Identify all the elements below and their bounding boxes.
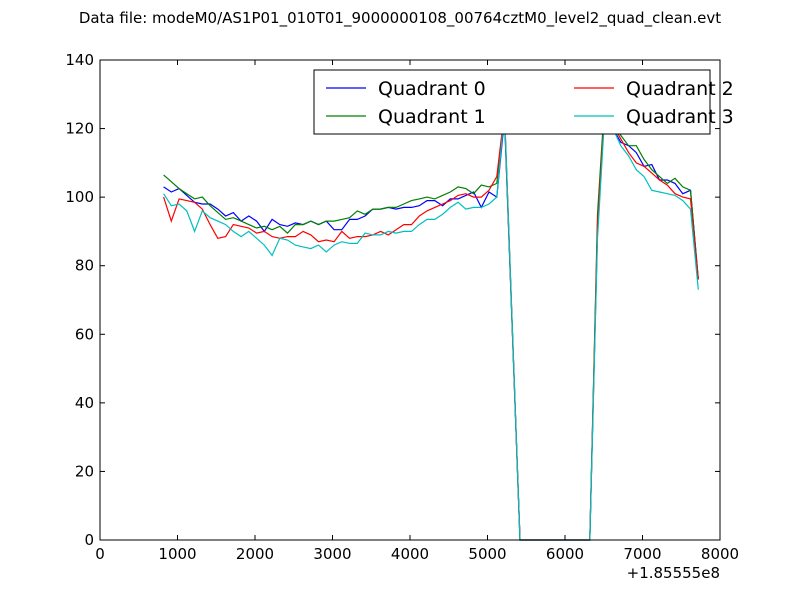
legend-label: Quadrant 1 <box>378 106 486 128</box>
y-tick-label: 0 <box>84 531 94 549</box>
legend: Quadrant 0 Quadrant 1 Quadrant 2 Quadrant 3 <box>313 69 734 135</box>
legend-label: Quadrant 3 <box>626 106 734 128</box>
x-tick-label: 7000 <box>623 545 661 563</box>
series-line-quadrant-3 <box>163 104 699 541</box>
y-tick-label: 20 <box>75 462 94 480</box>
y-tick-label: 120 <box>65 120 94 138</box>
series-line-quadrant-1 <box>163 90 699 541</box>
series-line-quadrant-2 <box>163 100 699 541</box>
x-tick-label: 1000 <box>158 545 196 563</box>
chart-title: Data file: modeM0/AS1P01_010T01_90000001… <box>79 9 721 28</box>
x-tick-label: 4000 <box>391 545 429 563</box>
x-tick-label: 3000 <box>313 545 351 563</box>
series-line-quadrant-0 <box>163 94 699 541</box>
y-tick-label: 40 <box>75 394 94 412</box>
legend-label: Quadrant 2 <box>626 78 734 100</box>
x-tick-label: 2000 <box>236 545 274 563</box>
x-tick-label: 5000 <box>468 545 506 563</box>
y-tick-label: 140 <box>65 51 94 69</box>
y-tick-label: 60 <box>75 325 94 343</box>
y-tick-label: 100 <box>65 188 94 206</box>
x-tick-label: 8000 <box>701 545 739 563</box>
x-tick-label: 6000 <box>546 545 584 563</box>
legend-box <box>313 69 711 135</box>
x-offset-label: +1.85555e8 <box>627 564 720 582</box>
x-tick-label: 0 <box>95 545 105 563</box>
legend-label: Quadrant 0 <box>378 78 486 100</box>
y-tick-label: 80 <box>75 257 94 275</box>
